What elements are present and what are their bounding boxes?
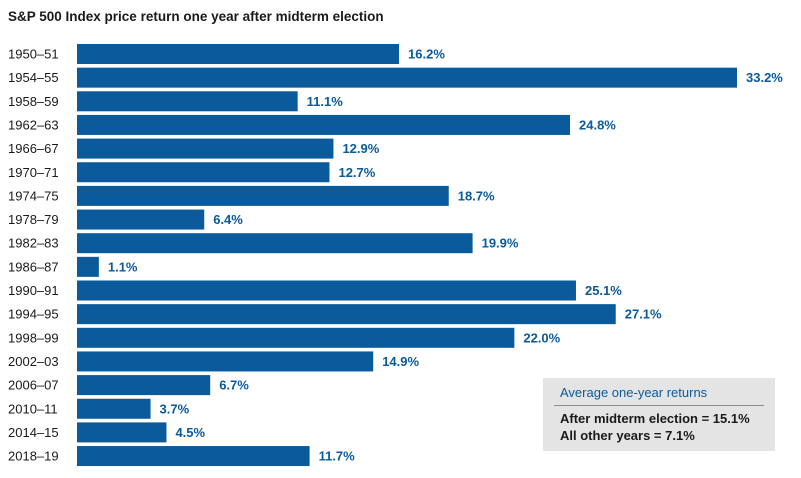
category-label: 1974–75 [8, 188, 59, 203]
bar [77, 351, 374, 372]
value-label: 24.8% [579, 117, 616, 132]
category-label: 1962–63 [8, 117, 59, 132]
bar [77, 280, 576, 301]
category-label: 1954–55 [8, 70, 59, 85]
value-label: 33.2% [746, 70, 783, 85]
bar [77, 422, 167, 443]
bar [77, 446, 310, 467]
value-label: 6.7% [219, 378, 249, 393]
value-label: 11.1% [307, 94, 344, 109]
category-label: 2006–07 [8, 378, 59, 393]
average-returns-box: Average one-year returns After midterm e… [543, 378, 775, 451]
value-label: 6.4% [213, 212, 243, 227]
bar [77, 398, 151, 419]
value-label: 12.7% [338, 165, 375, 180]
bar [77, 327, 515, 348]
bar [77, 304, 616, 325]
bar [77, 67, 737, 88]
value-label: 25.1% [585, 283, 622, 298]
bar [77, 162, 330, 183]
category-label: 1966–67 [8, 141, 59, 156]
category-label: 2010–11 [8, 401, 58, 416]
after-midterm-average: After midterm election = 15.1% [560, 411, 750, 426]
value-label: 14.9% [382, 354, 419, 369]
bar [77, 233, 473, 254]
value-label: 11.7% [319, 449, 356, 464]
other-years-average: All other years = 7.1% [560, 428, 695, 443]
divider [554, 405, 764, 406]
value-label: 22.0% [523, 330, 560, 345]
category-label: 1958–59 [8, 94, 59, 109]
category-label: 1998–99 [8, 330, 59, 345]
bar [77, 138, 334, 159]
average-returns-heading: Average one-year returns [560, 385, 708, 400]
value-label: 12.9% [342, 141, 379, 156]
category-label: 2018–19 [8, 449, 59, 464]
value-label: 19.9% [482, 236, 519, 251]
bar [77, 114, 571, 135]
category-label: 1970–71 [8, 165, 59, 180]
category-label: 1982–83 [8, 236, 59, 251]
chart-title: S&P 500 Index price return one year afte… [8, 9, 384, 24]
value-label: 16.2% [408, 47, 445, 62]
value-label: 1.1% [108, 259, 138, 274]
value-label: 3.7% [160, 401, 190, 416]
bar [77, 256, 99, 277]
value-label: 18.7% [458, 188, 495, 203]
value-label: 4.5% [175, 425, 205, 440]
category-label: 1978–79 [8, 212, 59, 227]
category-label: 1986–87 [8, 259, 59, 274]
category-label: 1950–51 [8, 47, 59, 62]
bar [77, 185, 449, 206]
category-label: 1990–91 [8, 283, 59, 298]
category-label: 2014–15 [8, 425, 59, 440]
value-label: 27.1% [625, 307, 662, 322]
bar [77, 44, 400, 64]
category-label: 1994–95 [8, 307, 59, 322]
bar [77, 375, 211, 396]
bar [77, 91, 298, 112]
category-label: 2002–03 [8, 354, 59, 369]
bar [77, 209, 205, 230]
